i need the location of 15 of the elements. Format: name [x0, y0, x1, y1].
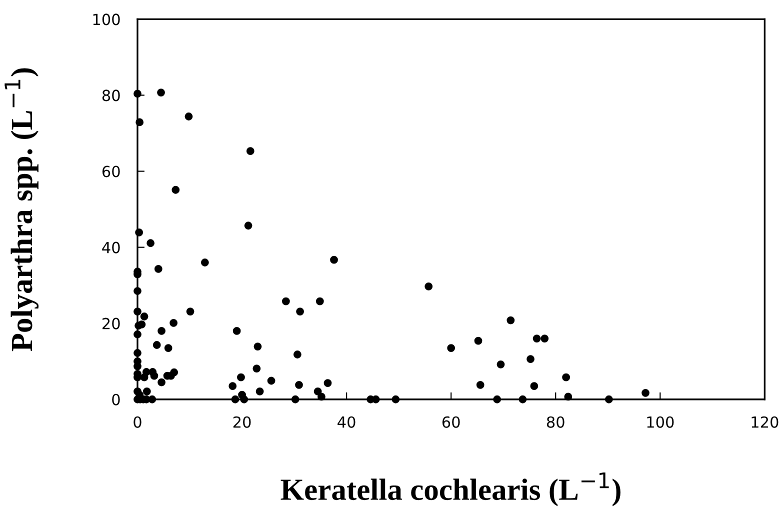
- x-tick-label: 20: [233, 416, 251, 428]
- y-tick-label: 100: [93, 14, 120, 26]
- x-tick-label: 120: [752, 416, 778, 428]
- y-axis-title: Polyarthra spp. (L$^{−1}$): [4, 68, 39, 352]
- y-tick-label: 20: [102, 318, 120, 330]
- x-tick-label: 0: [134, 416, 142, 428]
- x-tick-label: 40: [338, 416, 356, 428]
- y-tick-label: 60: [102, 166, 120, 178]
- x-tick-label: 100: [647, 416, 674, 428]
- x-axis-title: Keratella cochlearis (L$^{−1}$): [280, 472, 620, 506]
- y-tick-label: 40: [102, 242, 120, 254]
- y-tick-label: 0: [112, 394, 120, 406]
- x-tick-label: 60: [442, 416, 460, 428]
- y-tick-label: 80: [102, 90, 120, 102]
- x-tick-label: 80: [546, 416, 564, 428]
